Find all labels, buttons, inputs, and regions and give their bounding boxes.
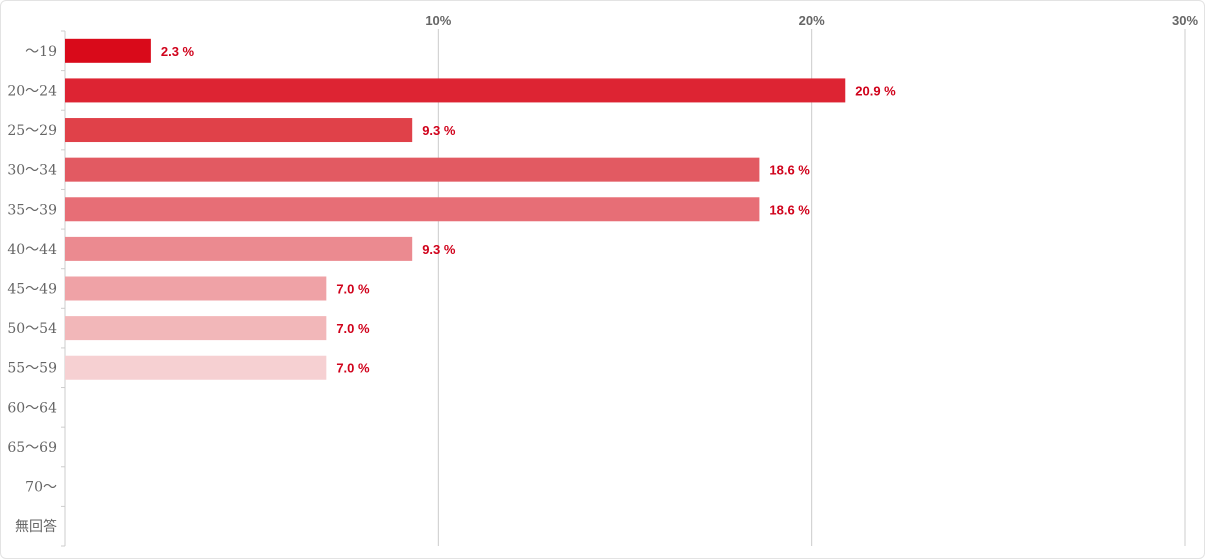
category-label: 20～24 xyxy=(7,83,57,99)
bar-6 xyxy=(65,276,327,301)
bar-7 xyxy=(65,316,327,341)
category-label: 30～34 xyxy=(7,163,57,179)
data-label: 9.3 % xyxy=(422,123,456,138)
category-label: ～19 xyxy=(25,44,57,60)
data-label: 7.0 % xyxy=(336,282,370,297)
category-label: 35～39 xyxy=(7,202,57,218)
category-label: 65～69 xyxy=(7,440,57,456)
data-label: 18.6 % xyxy=(769,202,810,217)
x-tick-label: 30% xyxy=(1172,13,1198,28)
bar-1 xyxy=(65,78,846,103)
bar-5 xyxy=(65,236,413,261)
bar-2 xyxy=(65,118,413,143)
data-label: 9.3 % xyxy=(422,242,456,257)
category-label: 45～49 xyxy=(7,282,57,298)
x-tick-label: 20% xyxy=(799,13,825,28)
bar-4 xyxy=(65,197,760,222)
data-label: 2.3 % xyxy=(161,44,195,59)
category-label: 40～44 xyxy=(7,242,57,258)
category-label: 25～29 xyxy=(7,123,57,139)
bar-3 xyxy=(65,157,760,182)
bar-0 xyxy=(65,38,151,63)
data-label: 7.0 % xyxy=(336,361,370,376)
data-label: 18.6 % xyxy=(769,163,810,178)
category-label: 無回答 xyxy=(15,518,57,535)
category-label: 50～54 xyxy=(7,321,57,337)
data-label: 7.0 % xyxy=(336,321,370,336)
category-label: 70～ xyxy=(25,480,57,496)
x-tick-label: 10% xyxy=(425,13,451,28)
category-label: 60～64 xyxy=(7,400,57,416)
category-label: 55～59 xyxy=(7,361,57,377)
data-label: 20.9 % xyxy=(855,83,896,98)
bar-8 xyxy=(65,355,327,380)
